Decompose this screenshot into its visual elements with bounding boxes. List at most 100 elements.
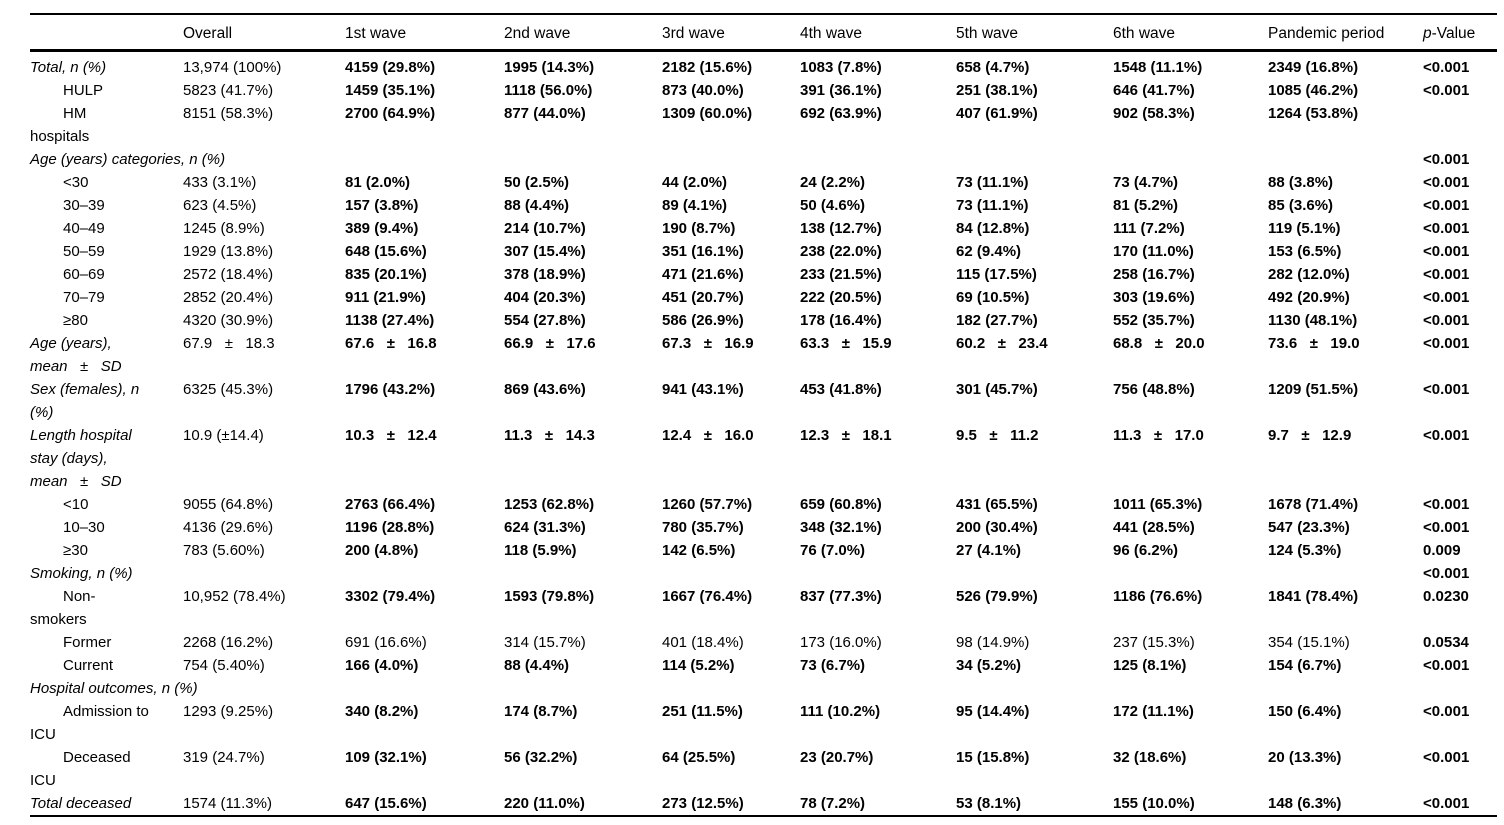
cell-6th-wave: 125 (8.1%) (1113, 657, 1187, 674)
cell-6th-wave: 756 (48.8%) (1113, 381, 1195, 398)
cell-pandemic-period: 20 (13.3%) (1268, 749, 1342, 766)
cell-6th-wave: 646 (41.7%) (1113, 82, 1195, 99)
header-5th-wave: 5th wave (956, 14, 1113, 52)
cell-p-value: <0.001 (1423, 565, 1470, 582)
cell-6th-wave: 170 (11.0%) (1113, 243, 1194, 260)
table-body: Total, n (%) 13,974 (100%) 4159 (29.8%) 199… (30, 51, 1497, 817)
cell-1st-wave: 4159 (29.8%) (345, 59, 436, 76)
cell-1st-wave: 1459 (35.1%) (345, 82, 436, 99)
cell-2nd-wave: 877 (44.0%) (504, 105, 586, 122)
cell-3rd-wave: 873 (40.0%) (662, 82, 744, 99)
cell-1st-wave: 389 (9.4%) (345, 220, 419, 237)
cell-overall: 1929 (13.8%) (183, 243, 274, 260)
cell-p-value: 0.009 (1423, 542, 1461, 559)
cell-1st-wave: 166 (4.0%) (345, 657, 419, 674)
cell-4th-wave: 12.3 ± 18.1 (800, 427, 892, 444)
cell-4th-wave: 76 (7.0%) (800, 542, 866, 559)
cell-5th-wave: 407 (61.9%) (956, 105, 1038, 122)
cell-overall: 783 (5.60%) (183, 542, 265, 559)
header-row: Overall 1st wave 2nd wave 3rd wave 4th w… (30, 14, 1497, 52)
cell-2nd-wave: 624 (31.3%) (504, 519, 586, 536)
cell-pandemic-period: 73.6 ± 19.0 (1268, 335, 1360, 352)
cell-2nd-wave: 404 (20.3%) (504, 289, 586, 306)
cell-5th-wave: 526 (79.9%) (956, 588, 1038, 605)
table-row: 70–79 2852 (20.4%) 911 (21.9%) 404 (20.3%) 4… (30, 286, 1497, 309)
header-1st-wave: 1st wave (345, 14, 504, 52)
row-label: <30 (63, 174, 89, 191)
cell-4th-wave: 659 (60.8%) (800, 496, 882, 513)
table-row: <30 433 (3.1%) 81 (2.0%) 50 (2.5%) 44 (2.0%)… (30, 171, 1497, 194)
cell-2nd-wave: 174 (8.7%) (504, 703, 578, 720)
cell-1st-wave: 3302 (79.4%) (345, 588, 436, 605)
cell-1st-wave: 2700 (64.9%) (345, 105, 436, 122)
cell-1st-wave: 911 (21.9%) (345, 289, 426, 306)
cell-6th-wave: 81 (5.2%) (1113, 197, 1179, 214)
cell-4th-wave: 222 (20.5%) (800, 289, 882, 306)
cell-4th-wave: 178 (16.4%) (800, 312, 882, 329)
row-label: 70–79 (63, 289, 105, 306)
row-label: 10–30 (63, 519, 105, 536)
cell-pandemic-period: 148 (6.3%) (1268, 795, 1342, 812)
row-label: Former (63, 634, 112, 651)
cell-pandemic-period: 1130 (48.1%) (1268, 312, 1358, 329)
cell-5th-wave: 200 (30.4%) (956, 519, 1038, 536)
cell-p-value: <0.001 (1423, 795, 1470, 812)
cell-1st-wave: 1138 (27.4%) (345, 312, 435, 329)
cell-2nd-wave: 214 (10.7%) (504, 220, 586, 237)
paper-table-container: Overall 1st wave 2nd wave 3rd wave 4th w… (30, 13, 1497, 817)
cell-5th-wave: 98 (14.9%) (956, 634, 1030, 651)
cell-overall: 9055 (64.8%) (183, 496, 274, 513)
cell-4th-wave: 24 (2.2%) (800, 174, 866, 191)
cell-pandemic-period: 1841 (78.4%) (1268, 588, 1359, 605)
table-row: HM hospitals 8151 (58.3%) 2700 (64.9%) 877 … (30, 102, 1497, 148)
row-label: Admission to ICU (30, 703, 149, 743)
cell-4th-wave: 78 (7.2%) (800, 795, 866, 812)
row-label: HM hospitals (30, 105, 90, 145)
cell-2nd-wave: 66.9 ± 17.6 (504, 335, 596, 352)
cell-5th-wave: 115 (17.5%) (956, 266, 1037, 283)
cell-6th-wave: 303 (19.6%) (1113, 289, 1195, 306)
cell-4th-wave: 50 (4.6%) (800, 197, 866, 214)
cell-1st-wave: 157 (3.8%) (345, 197, 419, 214)
cell-3rd-wave: 1667 (76.4%) (662, 588, 753, 605)
cell-3rd-wave: 451 (20.7%) (662, 289, 744, 306)
header-6th-wave: 6th wave (1113, 14, 1268, 52)
table-row: Age (years), mean ± SD 67.9 ± 18.3 67.6 ± … (30, 332, 1497, 378)
cell-overall: 623 (4.5%) (183, 197, 257, 214)
row-label: 60–69 (63, 266, 105, 283)
cell-p-value: <0.001 (1423, 381, 1470, 398)
cell-p-value: <0.001 (1423, 174, 1470, 191)
cell-5th-wave: 9.5 ± 11.2 (956, 427, 1039, 444)
cell-3rd-wave: 67.3 ± 16.9 (662, 335, 754, 352)
cell-4th-wave: 692 (63.9%) (800, 105, 882, 122)
row-label: HULP (63, 82, 104, 99)
cell-overall: 319 (24.7%) (183, 749, 265, 766)
cell-2nd-wave: 220 (11.0%) (504, 795, 585, 812)
cell-4th-wave: 111 (10.2%) (800, 703, 881, 720)
table-row: HULP 5823 (41.7%) 1459 (35.1%) 1118 (56.0%)… (30, 79, 1497, 102)
cell-3rd-wave: 351 (16.1%) (662, 243, 744, 260)
cell-overall: 10.9 (±14.4) (183, 427, 264, 444)
row-label: Total, n (%) (30, 59, 107, 76)
cell-p-value: <0.001 (1423, 82, 1470, 99)
cell-p-value: <0.001 (1423, 335, 1470, 352)
cell-4th-wave: 1083 (7.8%) (800, 59, 882, 76)
table-row: Non- smokers 10,952 (78.4%) 3302 (79.4%) 15… (30, 585, 1497, 631)
cell-4th-wave: 73 (6.7%) (800, 657, 866, 674)
row-label: <10 (63, 496, 89, 513)
cell-4th-wave: 238 (22.0%) (800, 243, 882, 260)
cell-5th-wave: 431 (65.5%) (956, 496, 1038, 513)
cell-1st-wave: 647 (15.6%) (345, 795, 427, 812)
cell-6th-wave: 1011 (65.3%) (1113, 496, 1203, 513)
cell-5th-wave: 658 (4.7%) (956, 59, 1030, 76)
covid-waves-summary-table: Overall 1st wave 2nd wave 3rd wave 4th w… (30, 13, 1497, 817)
cell-6th-wave: 1186 (76.6%) (1113, 588, 1203, 605)
row-label: Age (years), mean ± SD (30, 335, 122, 375)
table-row: Current 754 (5.40%) 166 (4.0%) 88 (4.4%) 114… (30, 654, 1497, 677)
cell-2nd-wave: 378 (18.9%) (504, 266, 586, 283)
cell-3rd-wave: 471 (21.6%) (662, 266, 744, 283)
cell-overall: 10,952 (78.4%) (183, 588, 286, 605)
cell-3rd-wave: 89 (4.1%) (662, 197, 728, 214)
cell-p-value: <0.001 (1423, 243, 1470, 260)
cell-2nd-wave: 869 (43.6%) (504, 381, 586, 398)
